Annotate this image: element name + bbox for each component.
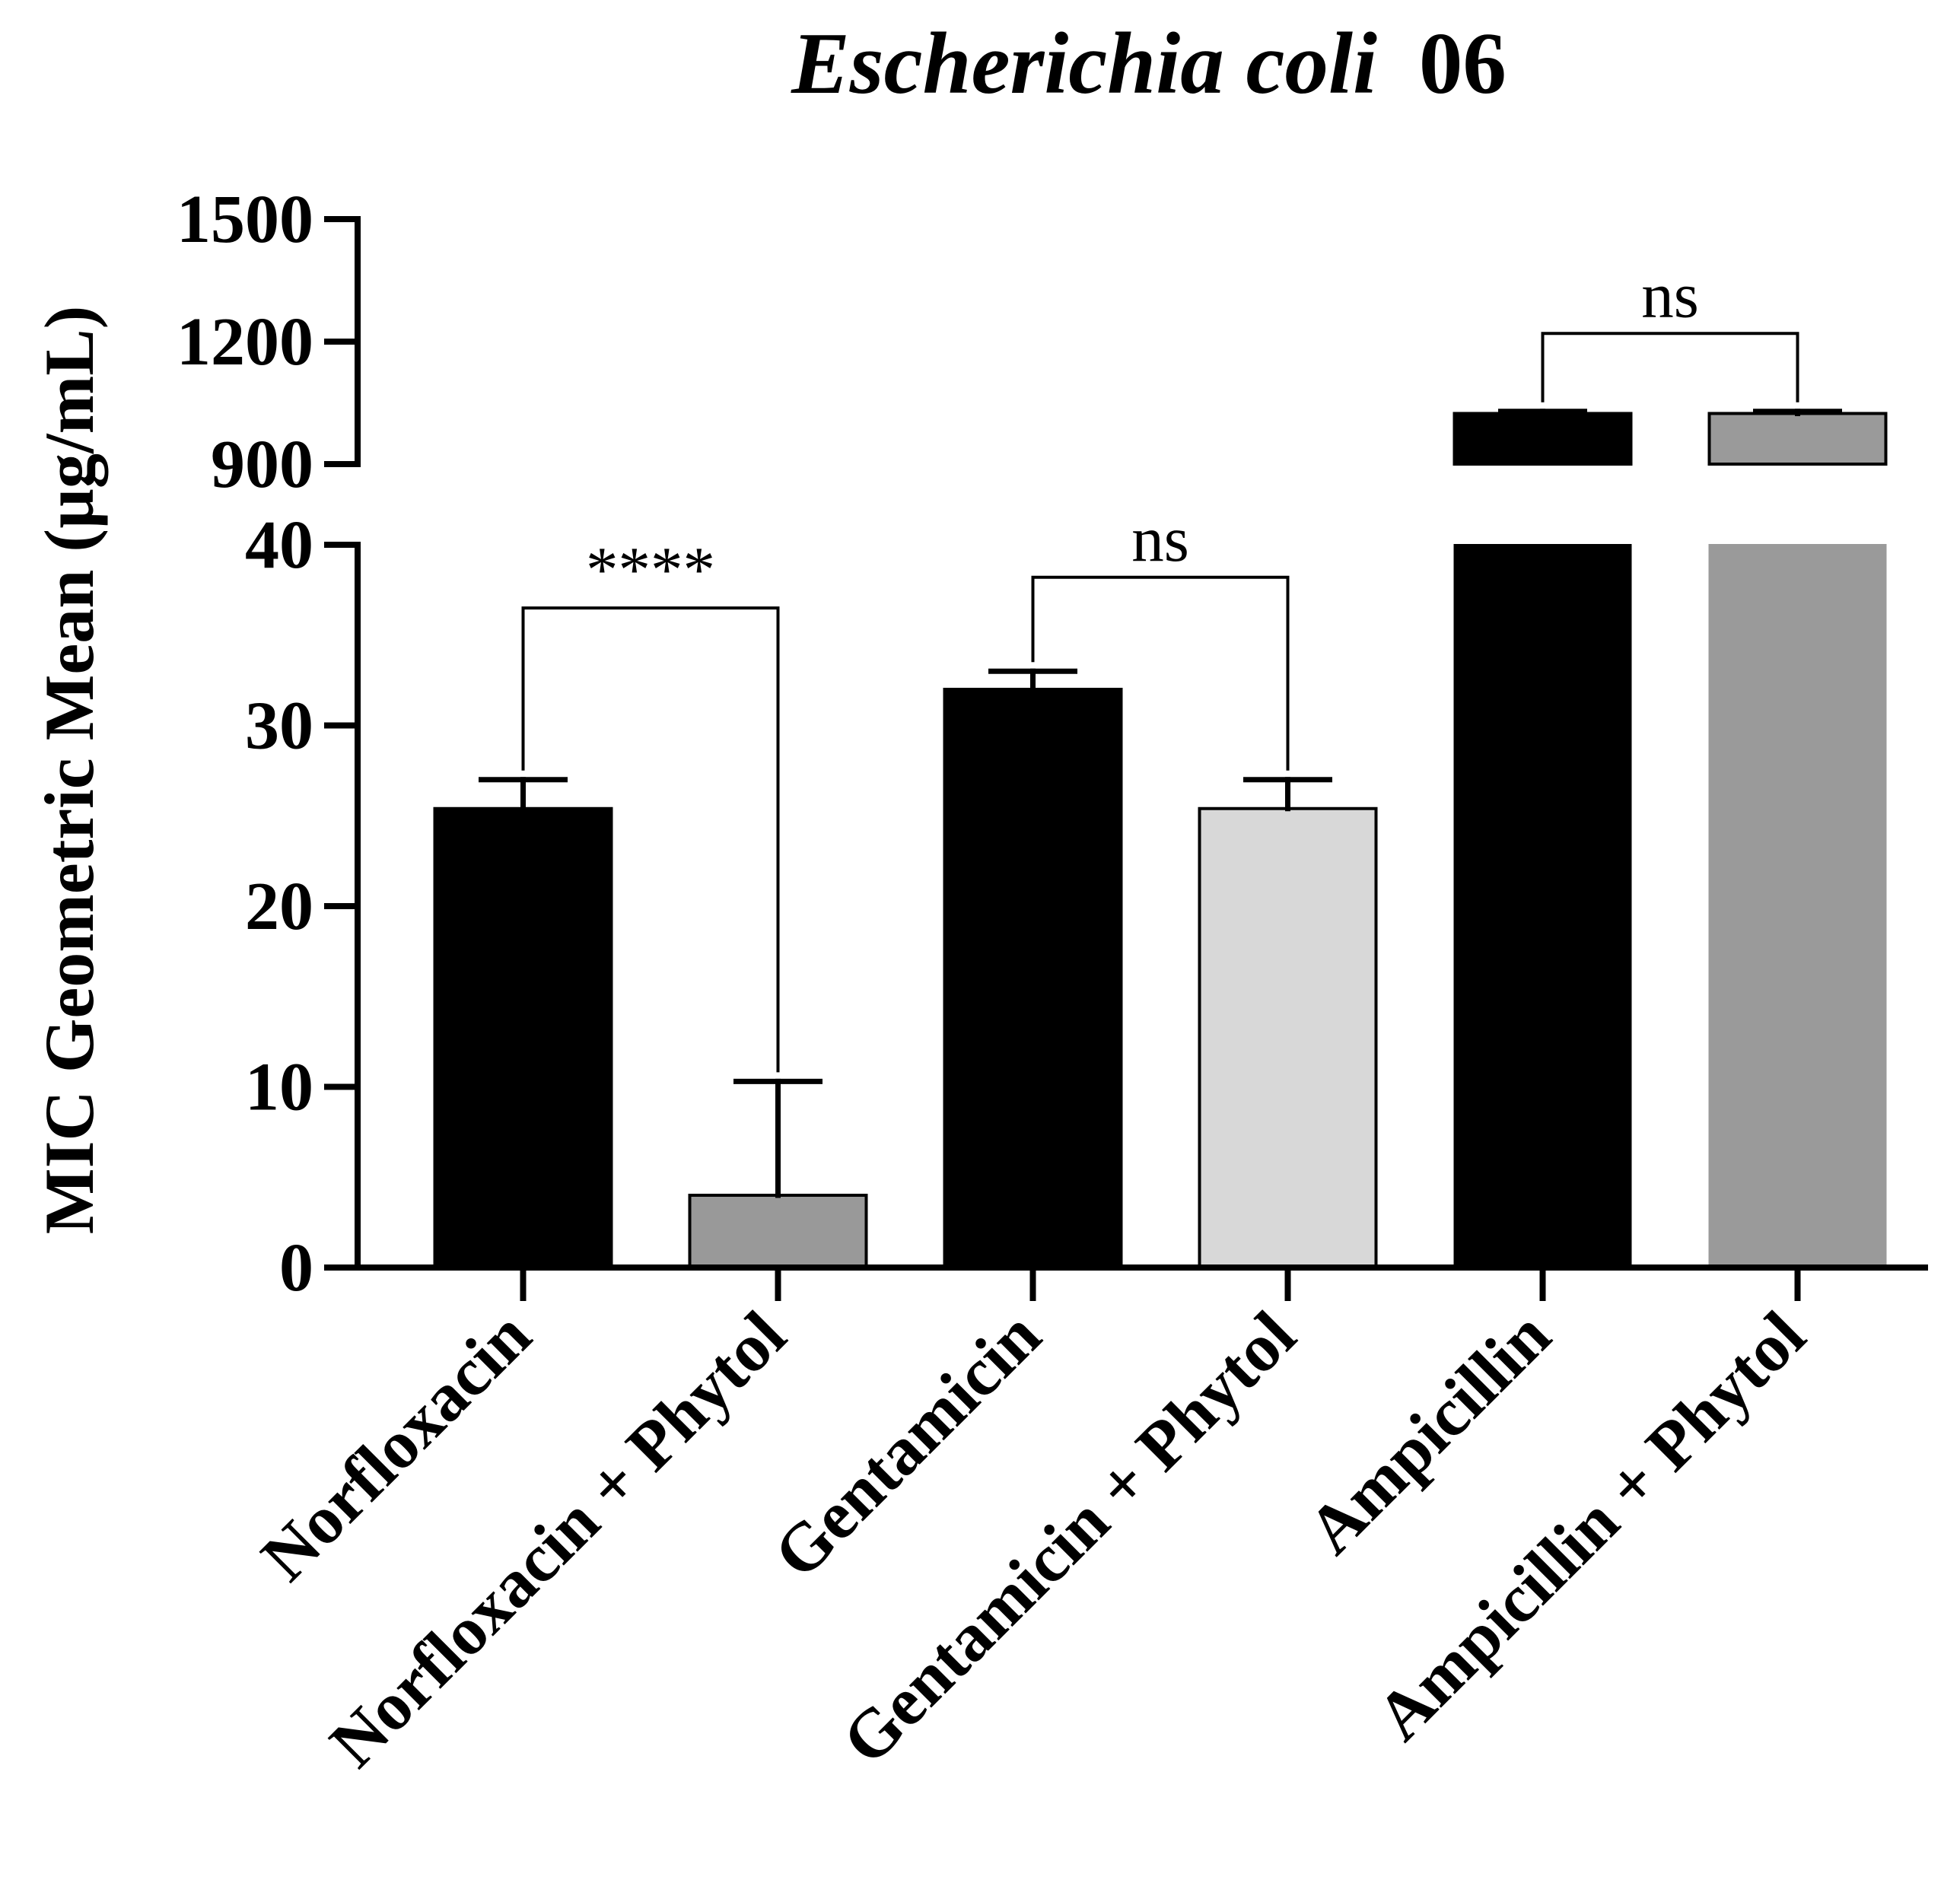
y-tick-label-30: 30 xyxy=(245,689,313,764)
significance-bracket-0 xyxy=(521,606,780,1073)
significance-bracket-2 xyxy=(1541,332,1799,402)
y-tick-label-0: 0 xyxy=(279,1230,313,1306)
y-tick-label-900: 900 xyxy=(211,427,313,502)
chart-marks: 01020304090012001500NorfloxacinNorfloxac… xyxy=(177,182,1928,1782)
bar-1 xyxy=(688,1194,868,1269)
y-tick-label-10: 10 xyxy=(245,1050,313,1125)
significance-bracket-1 xyxy=(1031,575,1290,771)
x-tick-label-5: Ampicillin + Phytol xyxy=(1362,1297,1819,1754)
significance-label-1: ns xyxy=(1131,504,1189,575)
y-tick-label-1500: 1500 xyxy=(177,182,313,257)
bar-2 xyxy=(943,688,1123,1269)
significance-label-0: **** xyxy=(586,534,715,606)
bar-0 xyxy=(433,806,613,1269)
chart-title-strain: 06 xyxy=(1419,15,1507,112)
y-tick-label-20: 20 xyxy=(245,869,313,944)
bar-5-upper xyxy=(1707,412,1888,466)
bar-3 xyxy=(1198,806,1378,1269)
chart-title-italic: Escherichia coli xyxy=(791,15,1377,112)
x-tick-label-3: Gentamicin + Phytol xyxy=(829,1297,1310,1779)
chart-title: Escherichia coli 06 xyxy=(791,15,1507,112)
y-axis-label: MIC Geometric Mean (µg/mL) xyxy=(30,306,108,1234)
bar-5-lower xyxy=(1708,544,1887,1268)
bar-4-lower xyxy=(1453,544,1632,1268)
x-tick-label-1: Norfloxacin + Phytol xyxy=(316,1297,800,1782)
y-tick-label-40: 40 xyxy=(245,507,313,583)
x-tick-label-4: Ampicillin xyxy=(1293,1297,1564,1568)
significance-label-2: ns xyxy=(1641,259,1699,331)
y-tick-label-1200: 1200 xyxy=(177,304,313,380)
bar-4-upper xyxy=(1452,412,1633,466)
